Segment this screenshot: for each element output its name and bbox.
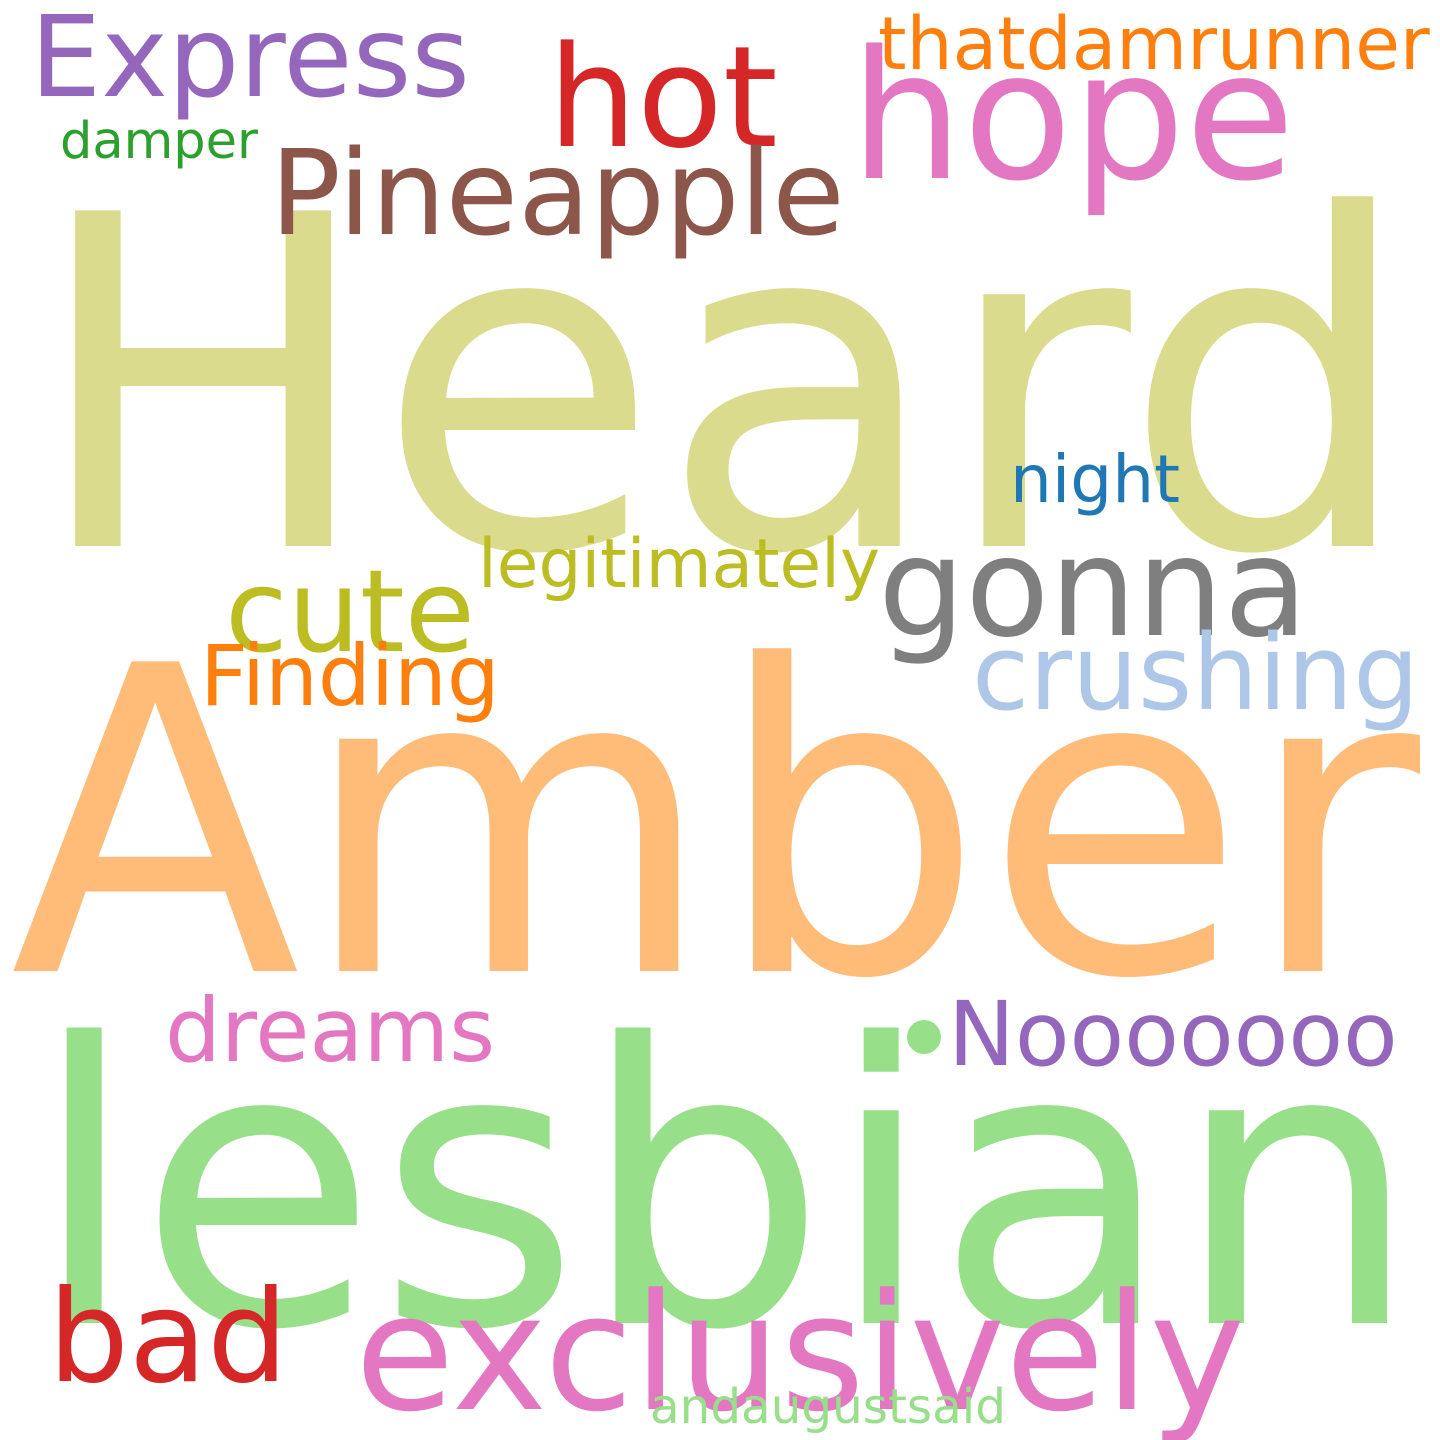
word-pineapple: Pineapple	[270, 125, 845, 263]
word-cute: cute	[225, 545, 475, 679]
word-express: Express	[30, 0, 471, 123]
word-dreams: dreams	[165, 978, 496, 1082]
word-hope: hope	[850, 12, 1295, 221]
word-heard: Heard	[30, 118, 1416, 655]
word-legitimately: legitimately	[478, 524, 881, 604]
dot-mark	[907, 1020, 941, 1054]
word-damper: damper	[60, 112, 259, 171]
word-nooooooo: Nooooooo	[948, 983, 1398, 1088]
word-exclusively: exclusively	[355, 1259, 1246, 1440]
word-finding: Finding	[200, 627, 500, 725]
word-lesbian: lesbian	[30, 962, 1420, 1416]
word-thatdamrunner: thatdamrunner	[878, 3, 1430, 88]
word-hot: hot	[548, 17, 778, 181]
word-crushing: crushing	[972, 611, 1420, 734]
word-night: night	[1010, 441, 1181, 519]
word-andaugustsaid: andaugustsaid	[650, 1379, 1006, 1436]
word-gonna: gonna	[878, 507, 1308, 668]
word-bad: bad	[48, 1263, 288, 1412]
word-amber: Amber	[10, 578, 1421, 1072]
